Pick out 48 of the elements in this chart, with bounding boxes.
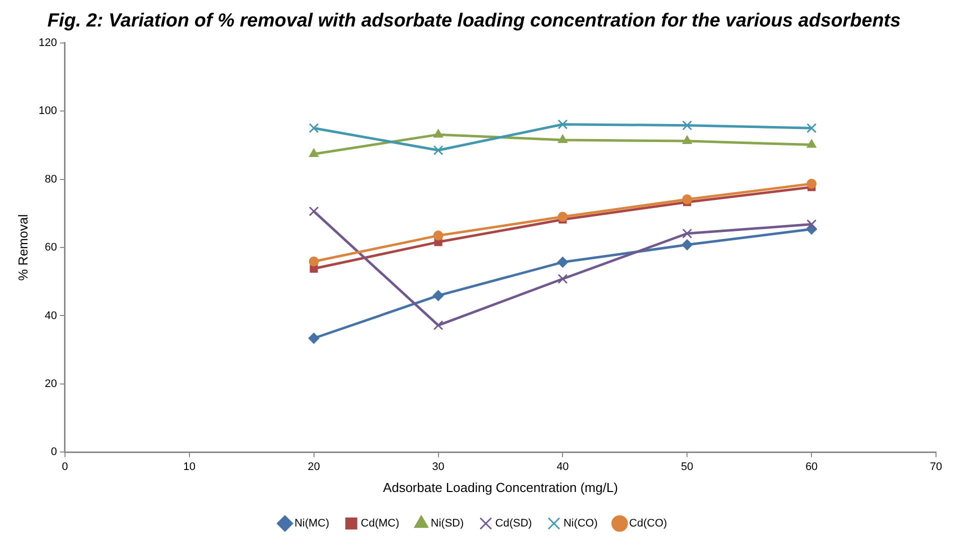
- point: [433, 129, 444, 138]
- point: [558, 274, 568, 284]
- y-tick-label: 120: [38, 36, 57, 49]
- point: [308, 123, 319, 134]
- legend-label: Ni(MC): [294, 518, 330, 530]
- x-tick-label: 50: [681, 460, 694, 473]
- legend-label: Ni(CO): [563, 518, 598, 530]
- point: [806, 123, 817, 134]
- point: [558, 134, 568, 144]
- x-tick-label: 0: [62, 460, 68, 473]
- point: [682, 239, 693, 250]
- y-tick-label: 20: [44, 378, 57, 390]
- x-tick-label: 60: [805, 460, 818, 473]
- point: [308, 256, 319, 266]
- legend-label: Cd(MC): [360, 518, 400, 530]
- y-tick-label: 40: [44, 310, 57, 322]
- y-tick-label: 0: [50, 446, 57, 458]
- point: [433, 230, 444, 241]
- point: [432, 290, 444, 302]
- legend-label: Ni(SD): [430, 518, 464, 530]
- y-tick-label: 100: [38, 105, 57, 118]
- point: [806, 219, 817, 230]
- x-tick-label: 30: [432, 460, 444, 473]
- chart-title: Fig. 2: Variation of % removal with adsorbate loading concentration for the various adsorbents: [47, 10, 901, 32]
- point: [433, 320, 444, 330]
- x-tick-label: 10: [183, 460, 196, 473]
- x-tick-label: 20: [308, 460, 320, 473]
- point: [308, 332, 320, 344]
- y-axis-title: % Removal: [15, 214, 30, 281]
- point: [682, 194, 692, 204]
- legend-label: Cd(SD): [495, 518, 532, 530]
- y-tick-label: 80: [44, 173, 57, 186]
- legend-label: Cd(CO): [629, 518, 668, 530]
- point: [806, 139, 816, 148]
- x-axis-title: Adsorbate Loading Concentration (mg/L): [383, 480, 618, 495]
- point: [308, 148, 319, 158]
- y-tick-label: 60: [44, 242, 57, 254]
- point: [558, 119, 568, 130]
- point: [557, 256, 568, 268]
- point: [682, 120, 692, 130]
- point: [682, 136, 692, 144]
- point: [308, 206, 319, 216]
- x-tick-label: 70: [930, 460, 942, 473]
- point: [558, 212, 568, 222]
- point: [433, 145, 444, 156]
- x-tick-label: 40: [556, 460, 569, 473]
- point: [682, 228, 692, 239]
- point: [806, 178, 817, 189]
